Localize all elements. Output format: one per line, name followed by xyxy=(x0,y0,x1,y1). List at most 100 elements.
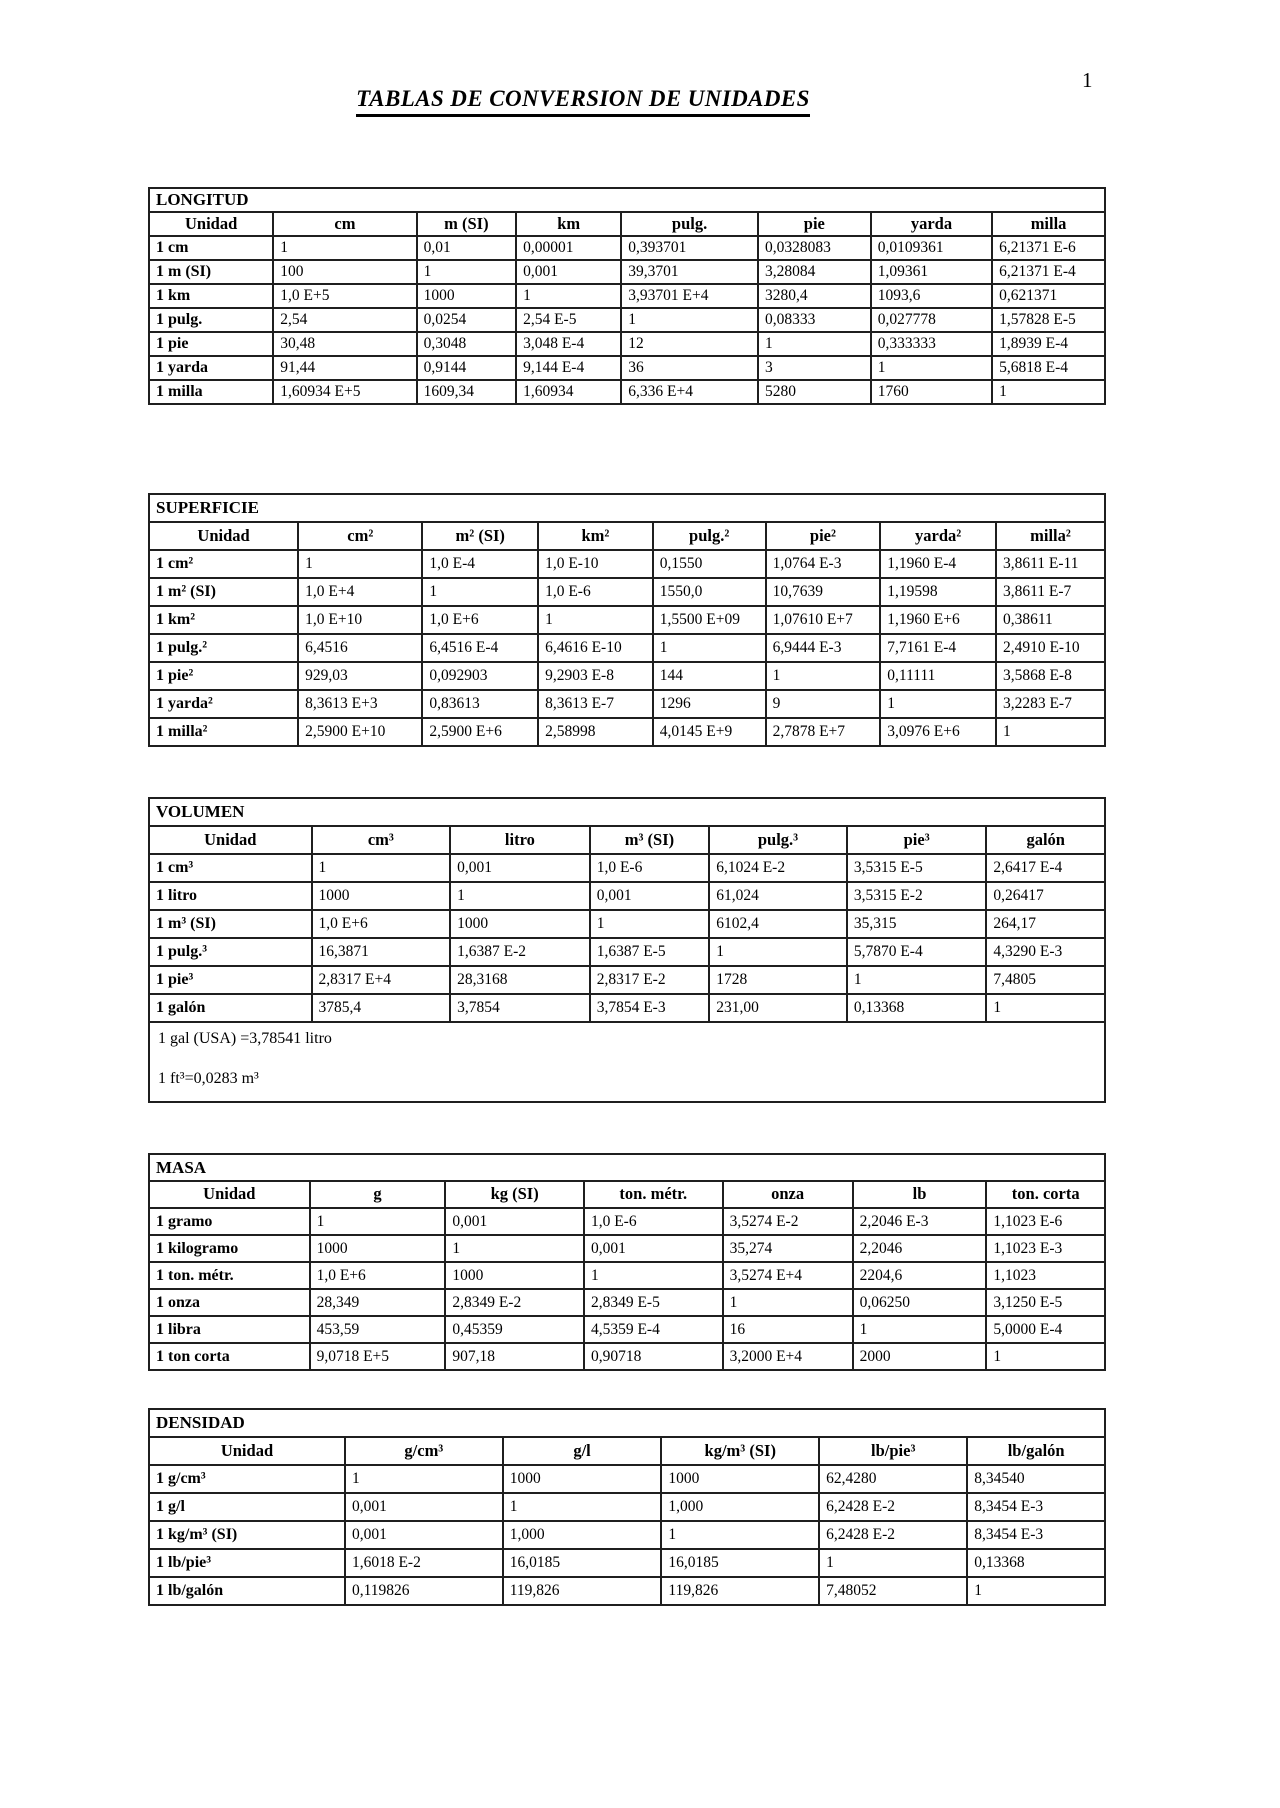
table-densidad: DENSIDAD Unidad g/cm³ g/l kg/m³ (SI) lb/pie³ l… xyxy=(148,1408,1106,1606)
table-cell: 8,3454 E-3 xyxy=(967,1493,1105,1521)
table-cell: 2,8317 E+4 xyxy=(311,966,451,994)
table-cell: 1 xyxy=(709,938,847,966)
table-row: 1 milla 1,60934 E+5 1609,34 1,60934 6,336 E+… xyxy=(149,380,1105,404)
table-cell: 3,8611 E-11 xyxy=(995,550,1105,578)
table-cell: 1,0 E-6 xyxy=(589,854,710,882)
table-row: 1 pie³ 2,8317 E+4 28,3168 2,8317 E-2 1728 1 7,… xyxy=(149,966,1105,994)
table-cell: 16,0185 xyxy=(661,1549,820,1577)
table-cell: 1550,0 xyxy=(652,578,766,606)
column-header: m³ (SI) xyxy=(589,826,710,854)
table-cell: 1000 xyxy=(311,882,451,910)
column-header: milla² xyxy=(995,522,1105,550)
table-cell: 0,83613 xyxy=(422,690,539,718)
table-cell: 1 xyxy=(992,380,1105,404)
column-header: km xyxy=(516,212,622,236)
column-header: lb/galón xyxy=(967,1437,1105,1465)
table-cell: 907,18 xyxy=(445,1343,584,1370)
table-cell: 6,2428 E-2 xyxy=(819,1521,968,1549)
table-title: DENSIDAD xyxy=(149,1409,1105,1437)
table-cell: 1 xyxy=(589,910,710,938)
table-cell: 39,3701 xyxy=(621,260,758,284)
table-cell: 264,17 xyxy=(986,910,1105,938)
table-row: 1 m² (SI) 1,0 E+4 1 1,0 E-6 1550,0 10,7639 1,1… xyxy=(149,578,1105,606)
table-cell: 2,2046 xyxy=(852,1235,987,1262)
row-label: 1 milla² xyxy=(149,718,299,746)
table-cell: 3,5315 E-5 xyxy=(846,854,987,882)
table-cell: 8,34540 xyxy=(967,1465,1105,1493)
table-cell: 0,0328083 xyxy=(757,236,871,260)
table-row: 1 pie 30,48 0,3048 3,048 E-4 12 1 0,333333 1,89… xyxy=(149,332,1105,356)
conversion-table: DENSIDAD Unidad g/cm³ g/l kg/m³ (SI) lb/pie³ l… xyxy=(148,1408,1106,1606)
table-row: 1 pulg.² 6,4516 6,4516 E-4 6,4616 E-10 1 6,94… xyxy=(149,634,1105,662)
table-cell: 1 xyxy=(538,606,653,634)
table-row: 1 cm² 1 1,0 E-4 1,0 E-10 0,1550 1,0764 E-3 1,1… xyxy=(149,550,1105,578)
row-label: 1 m (SI) xyxy=(149,260,274,284)
table-cell: 36 xyxy=(621,356,758,380)
table-cell: 1,0 E+6 xyxy=(309,1262,446,1289)
table-cell: 6,21371 E-6 xyxy=(992,236,1105,260)
table-cell: 1000 xyxy=(445,1262,584,1289)
table-cell: 1760 xyxy=(870,380,993,404)
table-cell: 1 xyxy=(309,1208,446,1235)
table-title: SUPERFICIE xyxy=(149,494,1105,522)
table-cell: 1 xyxy=(757,332,871,356)
table-cell: 1,000 xyxy=(661,1493,820,1521)
table-cell: 0,13368 xyxy=(846,994,987,1022)
table-cell: 9,0718 E+5 xyxy=(309,1343,446,1370)
column-header: g xyxy=(309,1181,446,1208)
table-cell: 1,1960 E+6 xyxy=(880,606,996,634)
table-cell: 0,0254 xyxy=(416,308,517,332)
table-cell: 144 xyxy=(652,662,766,690)
table-cell: 3,2000 E+4 xyxy=(722,1343,853,1370)
table-row: 1 km² 1,0 E+10 1,0 E+6 1 1,5500 E+09 1,07610 … xyxy=(149,606,1105,634)
table-cell: 4,0145 E+9 xyxy=(652,718,766,746)
row-label: 1 pulg. xyxy=(149,308,274,332)
row-label: 1 galón xyxy=(149,994,312,1022)
table-cell: 1,1023 xyxy=(986,1262,1105,1289)
table-cell: 0,621371 xyxy=(992,284,1105,308)
table-cell: 1 xyxy=(652,634,766,662)
table-cell: 231,00 xyxy=(709,994,847,1022)
table-row: 1 kilogramo 1000 1 0,001 35,274 2,2046 1,1023 … xyxy=(149,1235,1105,1262)
table-cell: 0,13368 xyxy=(967,1549,1105,1577)
column-header: km² xyxy=(538,522,653,550)
table-cell: 0,45359 xyxy=(445,1316,584,1343)
table-cell: 6,4516 E-4 xyxy=(422,634,539,662)
table-cell: 1 xyxy=(722,1289,853,1316)
table-cell: 0,0109361 xyxy=(870,236,993,260)
table-cell: 6102,4 xyxy=(709,910,847,938)
table-cell: 1,5500 E+09 xyxy=(652,606,766,634)
table-cell: 100 xyxy=(273,260,417,284)
table-row: 1 km 1,0 E+5 1000 1 3,93701 E+4 3280,4 1093,6 0… xyxy=(149,284,1105,308)
table-row: 1 litro 1000 1 0,001 61,024 3,5315 E-2 0,26417 xyxy=(149,882,1105,910)
table-cell: 0,092903 xyxy=(422,662,539,690)
table-cell: 5,0000 E-4 xyxy=(986,1316,1105,1343)
table-row: 1 yarda 91,44 0,9144 9,144 E-4 36 3 1 5,6818 E-… xyxy=(149,356,1105,380)
table-cell: 91,44 xyxy=(273,356,417,380)
table-cell: 453,59 xyxy=(309,1316,446,1343)
table-row: 1 cm 1 0,01 0,00001 0,393701 0,0328083 0,01093… xyxy=(149,236,1105,260)
table-cell: 6,4516 xyxy=(298,634,423,662)
table-cell: 2,54 xyxy=(273,308,417,332)
table-cell: 3785,4 xyxy=(311,994,451,1022)
table-cell: 3,2283 E-7 xyxy=(995,690,1105,718)
column-header: pie³ xyxy=(846,826,987,854)
table-cell: 6,1024 E-2 xyxy=(709,854,847,882)
table-cell: 2,8317 E-2 xyxy=(589,966,710,994)
table-cell: 2,2046 E-3 xyxy=(852,1208,987,1235)
table-cell: 1,0 E+5 xyxy=(273,284,417,308)
table-cell: 7,7161 E-4 xyxy=(880,634,996,662)
column-header: cm xyxy=(273,212,417,236)
table-cell: 3,8611 E-7 xyxy=(995,578,1105,606)
table-cell: 5,7870 E-4 xyxy=(846,938,987,966)
table-cell: 62,4280 xyxy=(819,1465,968,1493)
table-row: 1 cm³ 1 0,001 1,0 E-6 6,1024 E-2 3,5315 E-5 2,… xyxy=(149,854,1105,882)
table-cell: 0,001 xyxy=(583,1235,723,1262)
table-cell: 1093,6 xyxy=(870,284,993,308)
table-cell: 4,5359 E-4 xyxy=(583,1316,723,1343)
table-cell: 0,1550 xyxy=(652,550,766,578)
row-label: 1 milla xyxy=(149,380,274,404)
table-row: 1 lb/galón 0,119826 119,826 119,826 7,48052 1 xyxy=(149,1577,1105,1605)
table-cell: 2,54 E-5 xyxy=(516,308,622,332)
table-cell: 1 xyxy=(661,1521,820,1549)
